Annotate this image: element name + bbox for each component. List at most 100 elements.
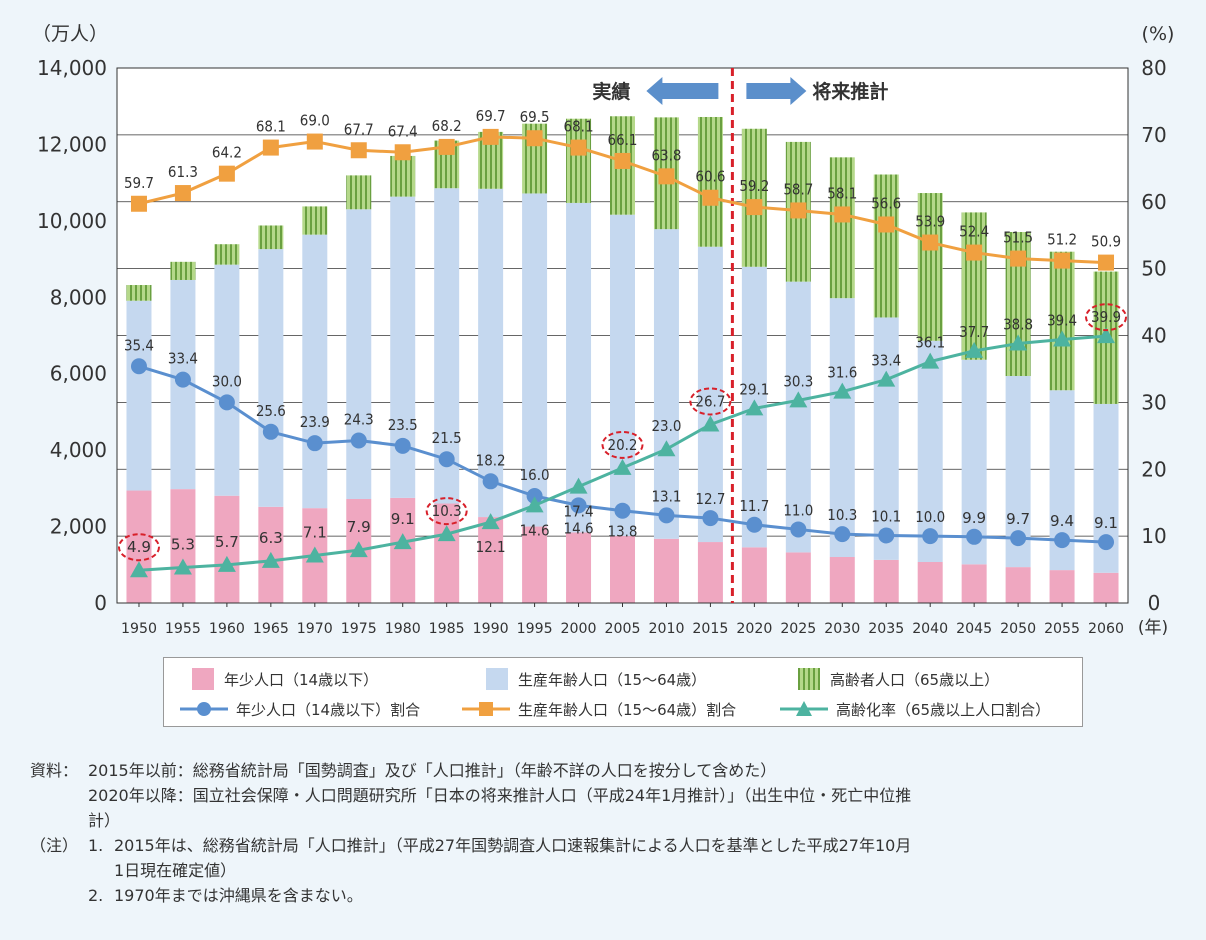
legend-swatch-working xyxy=(486,668,508,690)
legend-swatch-elderly xyxy=(798,668,820,690)
bar-child xyxy=(214,495,240,603)
working-ratio-point xyxy=(174,185,191,202)
working-ratio-point xyxy=(702,189,719,206)
working-ratio-point xyxy=(262,139,279,156)
child-ratio-data-label: 9.4 xyxy=(1050,512,1074,530)
left-tick-label: 12,000 xyxy=(37,132,107,156)
bar-child xyxy=(170,489,196,603)
right-tick-label: 80 xyxy=(1141,56,1166,80)
note-number: 1. xyxy=(88,836,104,855)
working-ratio-data-label: 68.2 xyxy=(432,117,462,135)
legend-item-working-pop: 生産年齢人口（15～64歳） xyxy=(486,666,706,692)
working-ratio-point xyxy=(526,130,543,147)
child-ratio-data-label: 13.8 xyxy=(608,523,638,541)
child-ratio-point xyxy=(262,423,279,440)
right-tick-label: 60 xyxy=(1141,190,1166,214)
annotation-projection: 将来推計 xyxy=(812,80,888,103)
x-tick-label: 1990 xyxy=(473,621,509,637)
aging-rate-point xyxy=(305,546,324,563)
child-ratio-point xyxy=(1054,532,1071,549)
child-ratio-point xyxy=(702,510,719,527)
bar-child xyxy=(1005,567,1031,603)
bar-child xyxy=(478,517,504,603)
bar-working xyxy=(478,188,504,518)
working-ratio-data-label: 58.7 xyxy=(783,180,813,198)
x-tick-label: 2015 xyxy=(692,621,728,637)
child-ratio-point xyxy=(482,473,499,490)
right-tick-label: 10 xyxy=(1141,524,1166,548)
child-ratio-data-label: 18.2 xyxy=(476,451,506,469)
highlight-circle xyxy=(425,497,468,526)
aging-rate-data-label: 26.7 xyxy=(695,392,725,410)
working-ratio-data-label: 51.2 xyxy=(1047,231,1077,249)
source-text-1: 2015年以前：総務省統計局「国勢調査」及び「人口推計」（年齢不詳の人口を按分し… xyxy=(88,761,777,780)
bar-elderly xyxy=(741,128,767,267)
working-ratio-data-label: 68.1 xyxy=(256,118,286,136)
bar-elderly xyxy=(214,244,240,265)
legend-label: 年少人口（14歳以下） xyxy=(224,670,379,689)
bar-child xyxy=(917,561,943,603)
legend-line-child xyxy=(180,702,228,716)
aging-rate-data-label: 23.0 xyxy=(651,417,681,435)
child-ratio-data-label: 9.9 xyxy=(962,509,986,527)
aging-rate-data-label: 39.4 xyxy=(1047,312,1077,330)
working-ratio-data-label: 51.5 xyxy=(1003,229,1033,247)
legend-item-aging-rate: 高齢化率（65歳以上人口割合） xyxy=(778,696,1050,722)
bar-working xyxy=(434,188,460,504)
legend-item-child-pop: 年少人口（14歳以下） xyxy=(192,666,378,692)
note-label: （注） xyxy=(30,836,79,855)
working-ratio-point xyxy=(790,202,807,219)
child-ratio-point xyxy=(130,358,147,375)
legend-label: 高齢化率（65歳以上人口割合） xyxy=(836,700,1051,719)
aging-rate-data-label: 38.8 xyxy=(1003,316,1033,334)
aging-rate-data-label: 5.3 xyxy=(171,536,195,554)
x-tick-label: 1970 xyxy=(297,621,333,637)
child-ratio-point xyxy=(614,502,631,519)
aging-rate-data-label: 9.1 xyxy=(391,510,415,528)
bar-child xyxy=(390,497,416,603)
bar-working xyxy=(522,193,548,527)
child-ratio-data-label: 25.6 xyxy=(256,402,286,420)
aging-rate-point xyxy=(833,382,852,399)
legend-swatch-child xyxy=(192,668,214,690)
x-tick-label: 1995 xyxy=(517,621,553,637)
working-ratio-point xyxy=(394,144,411,161)
arrow-right-icon xyxy=(746,77,807,105)
bar-working xyxy=(302,234,328,509)
left-axis-unit: （万人） xyxy=(32,23,108,45)
x-tick-label: 2000 xyxy=(561,621,597,637)
child-ratio-point xyxy=(746,516,763,533)
aging-rate-data-label: 33.4 xyxy=(871,352,901,370)
bar-elderly xyxy=(258,225,284,250)
x-tick-label: 2025 xyxy=(780,621,816,637)
x-tick-label: 2010 xyxy=(648,621,684,637)
child-ratio-data-label: 23.5 xyxy=(388,416,418,434)
child-ratio-data-label: 14.6 xyxy=(564,519,594,537)
aging-rate-data-label: 37.7 xyxy=(959,323,989,341)
x-tick-label: 1975 xyxy=(341,621,377,637)
working-ratio-data-label: 53.9 xyxy=(915,213,945,231)
child-ratio-point xyxy=(1010,530,1027,547)
right-tick-label: 0 xyxy=(1148,591,1161,615)
bar-working xyxy=(653,229,679,539)
aging-rate-point xyxy=(569,477,588,494)
working-ratio-data-label: 52.4 xyxy=(959,223,989,241)
working-ratio-point xyxy=(570,139,587,156)
right-tick-label: 50 xyxy=(1141,257,1166,281)
working-ratio-data-label: 69.7 xyxy=(476,107,506,125)
bar-elderly xyxy=(346,175,372,210)
child-ratio-data-label: 16.0 xyxy=(520,466,550,484)
bar-working xyxy=(917,340,943,562)
bar-child xyxy=(1093,572,1119,603)
child-ratio-point xyxy=(350,432,367,449)
bar-child xyxy=(741,547,767,603)
aging-rate-point xyxy=(349,541,368,558)
aging-rate-point xyxy=(701,415,720,432)
aging-rate-point xyxy=(1097,327,1116,344)
working-ratio-data-label: 69.5 xyxy=(520,108,550,126)
highlight-circle xyxy=(117,533,160,562)
bar-elderly xyxy=(566,118,592,203)
working-ratio-point xyxy=(614,152,631,169)
bar-working xyxy=(697,246,723,543)
population-chart: 0 2,000 4,000 6,000 8,000 10,000 12,000 14,000 0… xyxy=(32,23,1174,638)
